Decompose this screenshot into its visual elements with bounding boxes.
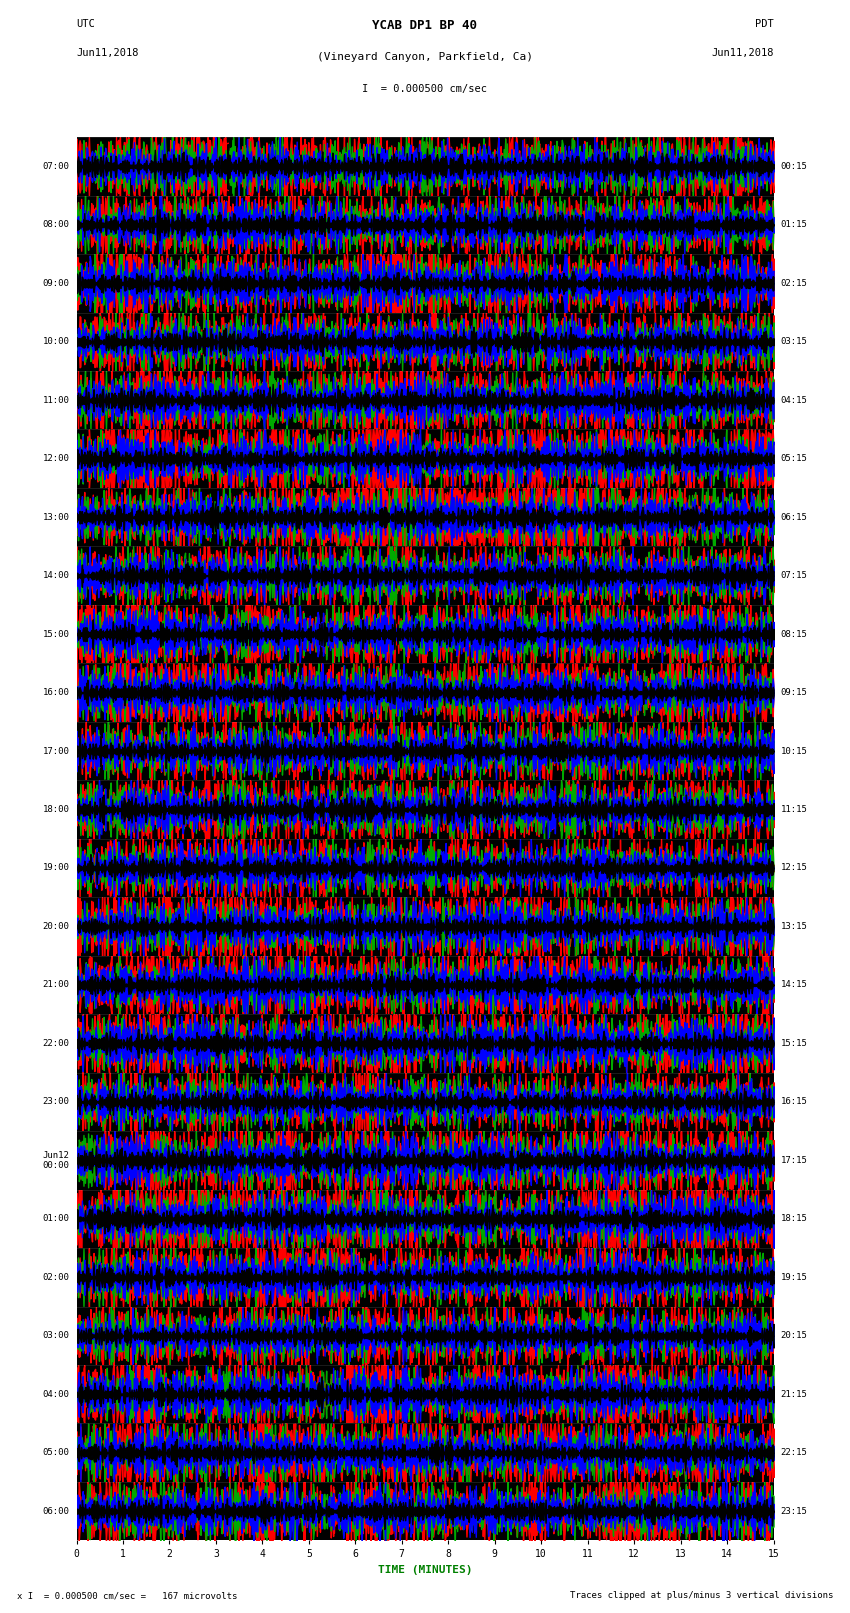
Text: 06:15: 06:15 [780,513,808,521]
Text: 00:15: 00:15 [780,161,808,171]
Text: 07:00: 07:00 [42,161,70,171]
Text: 14:15: 14:15 [780,981,808,989]
Text: 20:00: 20:00 [42,923,70,931]
Text: 15:15: 15:15 [780,1039,808,1048]
Text: 15:00: 15:00 [42,629,70,639]
Text: 19:15: 19:15 [780,1273,808,1282]
Text: 02:15: 02:15 [780,279,808,287]
Text: YCAB DP1 BP 40: YCAB DP1 BP 40 [372,19,478,32]
Text: 03:00: 03:00 [42,1331,70,1340]
Text: 16:00: 16:00 [42,689,70,697]
Text: 12:00: 12:00 [42,455,70,463]
Text: 09:15: 09:15 [780,689,808,697]
Text: 07:15: 07:15 [780,571,808,581]
Text: 03:15: 03:15 [780,337,808,347]
Text: 01:15: 01:15 [780,221,808,229]
Text: 12:15: 12:15 [780,863,808,873]
Text: 23:00: 23:00 [42,1097,70,1107]
Text: 19:00: 19:00 [42,863,70,873]
Text: 10:00: 10:00 [42,337,70,347]
Text: 08:15: 08:15 [780,629,808,639]
Text: Jun11,2018: Jun11,2018 [76,48,139,58]
Text: 05:15: 05:15 [780,455,808,463]
Text: Jun11,2018: Jun11,2018 [711,48,774,58]
Text: 22:00: 22:00 [42,1039,70,1048]
Text: 22:15: 22:15 [780,1448,808,1457]
Text: 01:00: 01:00 [42,1215,70,1223]
Text: 18:15: 18:15 [780,1215,808,1223]
Text: 11:00: 11:00 [42,395,70,405]
Text: 13:15: 13:15 [780,923,808,931]
Text: 08:00: 08:00 [42,221,70,229]
Text: 14:00: 14:00 [42,571,70,581]
Text: 10:15: 10:15 [780,747,808,755]
Text: 16:15: 16:15 [780,1097,808,1107]
Text: 20:15: 20:15 [780,1331,808,1340]
Text: 06:00: 06:00 [42,1507,70,1516]
Text: 17:15: 17:15 [780,1157,808,1165]
Text: 18:00: 18:00 [42,805,70,815]
Text: 04:15: 04:15 [780,395,808,405]
Text: 23:15: 23:15 [780,1507,808,1516]
Text: 05:00: 05:00 [42,1448,70,1457]
Text: 02:00: 02:00 [42,1273,70,1282]
Text: x I  = 0.000500 cm/sec =   167 microvolts: x I = 0.000500 cm/sec = 167 microvolts [17,1590,237,1600]
Text: UTC: UTC [76,19,95,29]
Text: (Vineyard Canyon, Parkfield, Ca): (Vineyard Canyon, Parkfield, Ca) [317,52,533,61]
Text: 11:15: 11:15 [780,805,808,815]
Text: PDT: PDT [755,19,774,29]
Text: 04:00: 04:00 [42,1390,70,1398]
Text: Jun12
00:00: Jun12 00:00 [42,1150,70,1169]
Text: 13:00: 13:00 [42,513,70,521]
Text: TIME (MINUTES): TIME (MINUTES) [377,1565,473,1574]
Text: I  = 0.000500 cm/sec: I = 0.000500 cm/sec [362,84,488,94]
Text: 21:15: 21:15 [780,1390,808,1398]
Text: 21:00: 21:00 [42,981,70,989]
Text: Traces clipped at plus/minus 3 vertical divisions: Traces clipped at plus/minus 3 vertical … [570,1590,833,1600]
Text: 09:00: 09:00 [42,279,70,287]
Text: 17:00: 17:00 [42,747,70,755]
